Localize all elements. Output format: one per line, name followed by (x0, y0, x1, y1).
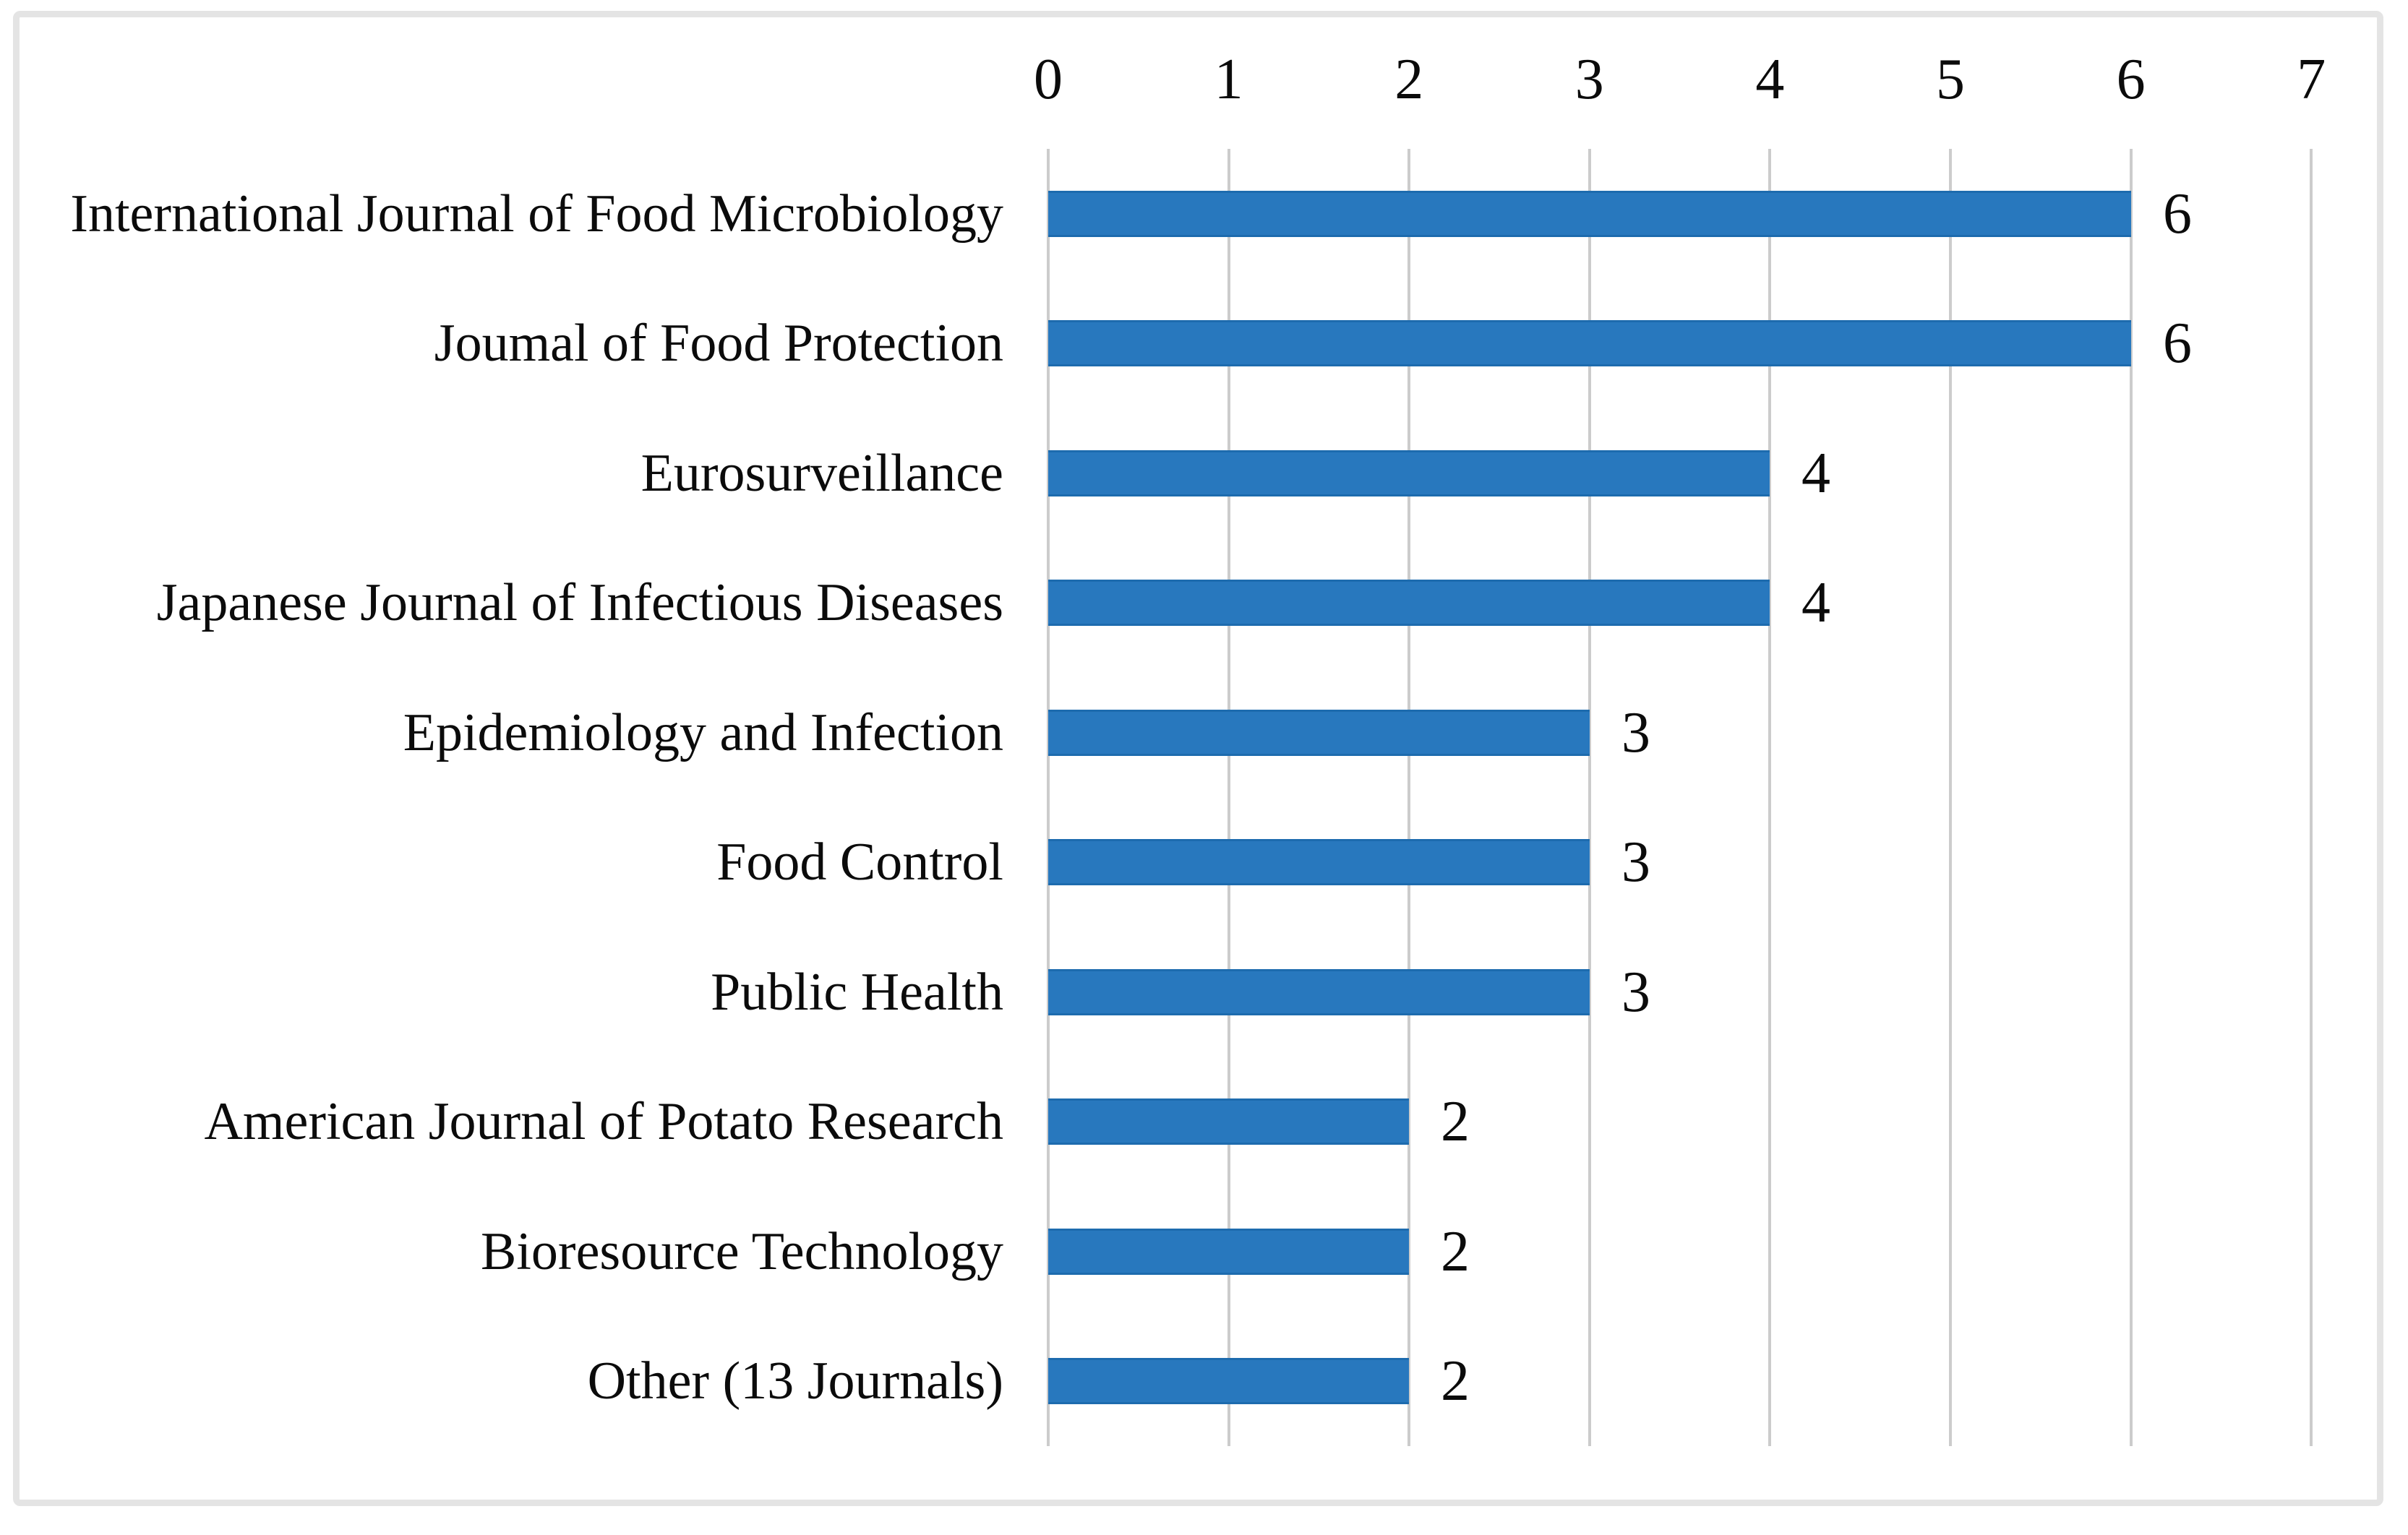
gridline (1949, 149, 1952, 1446)
x-tick-label: 4 (1755, 48, 1785, 111)
bar (1048, 191, 2131, 237)
bar (1048, 969, 1590, 1015)
x-tick-label: 7 (2297, 48, 2326, 111)
category-label: International Journal of Food Microbiolo… (70, 184, 1003, 244)
gridline (1047, 149, 1050, 1446)
value-label: 4 (1801, 442, 1830, 505)
category-label: Epidemiology and Infection (403, 703, 1003, 762)
gridline (1227, 149, 1230, 1446)
gridline (1588, 149, 1591, 1446)
x-tick-label: 5 (1936, 48, 1965, 111)
value-label: 4 (1801, 571, 1830, 635)
value-label: 2 (1441, 1090, 1470, 1153)
bar (1048, 1098, 1409, 1145)
category-label: Bioresource Technology (481, 1222, 1003, 1281)
gridline (2129, 149, 2133, 1446)
category-label: Other (13 Journals) (587, 1351, 1003, 1411)
value-label: 6 (2163, 182, 2192, 246)
x-tick-label: 3 (1574, 48, 1604, 111)
category-label: Japanese Journal of Infectious Diseases (156, 573, 1003, 632)
x-tick-label: 6 (2116, 48, 2146, 111)
category-label: Public Health (711, 963, 1003, 1022)
bar (1048, 450, 1770, 496)
gridline (1407, 149, 1411, 1446)
value-label: 2 (1441, 1349, 1470, 1413)
bar (1048, 710, 1590, 756)
bar (1048, 320, 2131, 366)
value-label: 3 (1621, 830, 1650, 894)
bar (1048, 1229, 1409, 1275)
bar (1048, 580, 1770, 626)
bar (1048, 839, 1590, 885)
x-tick-label: 0 (1034, 48, 1063, 111)
x-tick-label: 2 (1394, 48, 1424, 111)
gridline (1768, 149, 1772, 1446)
category-label: Eurosurveillance (640, 444, 1003, 503)
gridline (2310, 149, 2313, 1446)
value-label: 3 (1621, 701, 1650, 765)
value-label: 2 (1441, 1220, 1470, 1284)
category-label: Joumal of Food Protection (434, 314, 1003, 373)
value-label: 6 (2163, 311, 2192, 375)
bar (1048, 1358, 1409, 1404)
category-label: Food Control (716, 833, 1003, 892)
x-tick-label: 1 (1214, 48, 1243, 111)
value-label: 3 (1621, 960, 1650, 1024)
category-label: American Journal of Potato Research (204, 1092, 1003, 1151)
